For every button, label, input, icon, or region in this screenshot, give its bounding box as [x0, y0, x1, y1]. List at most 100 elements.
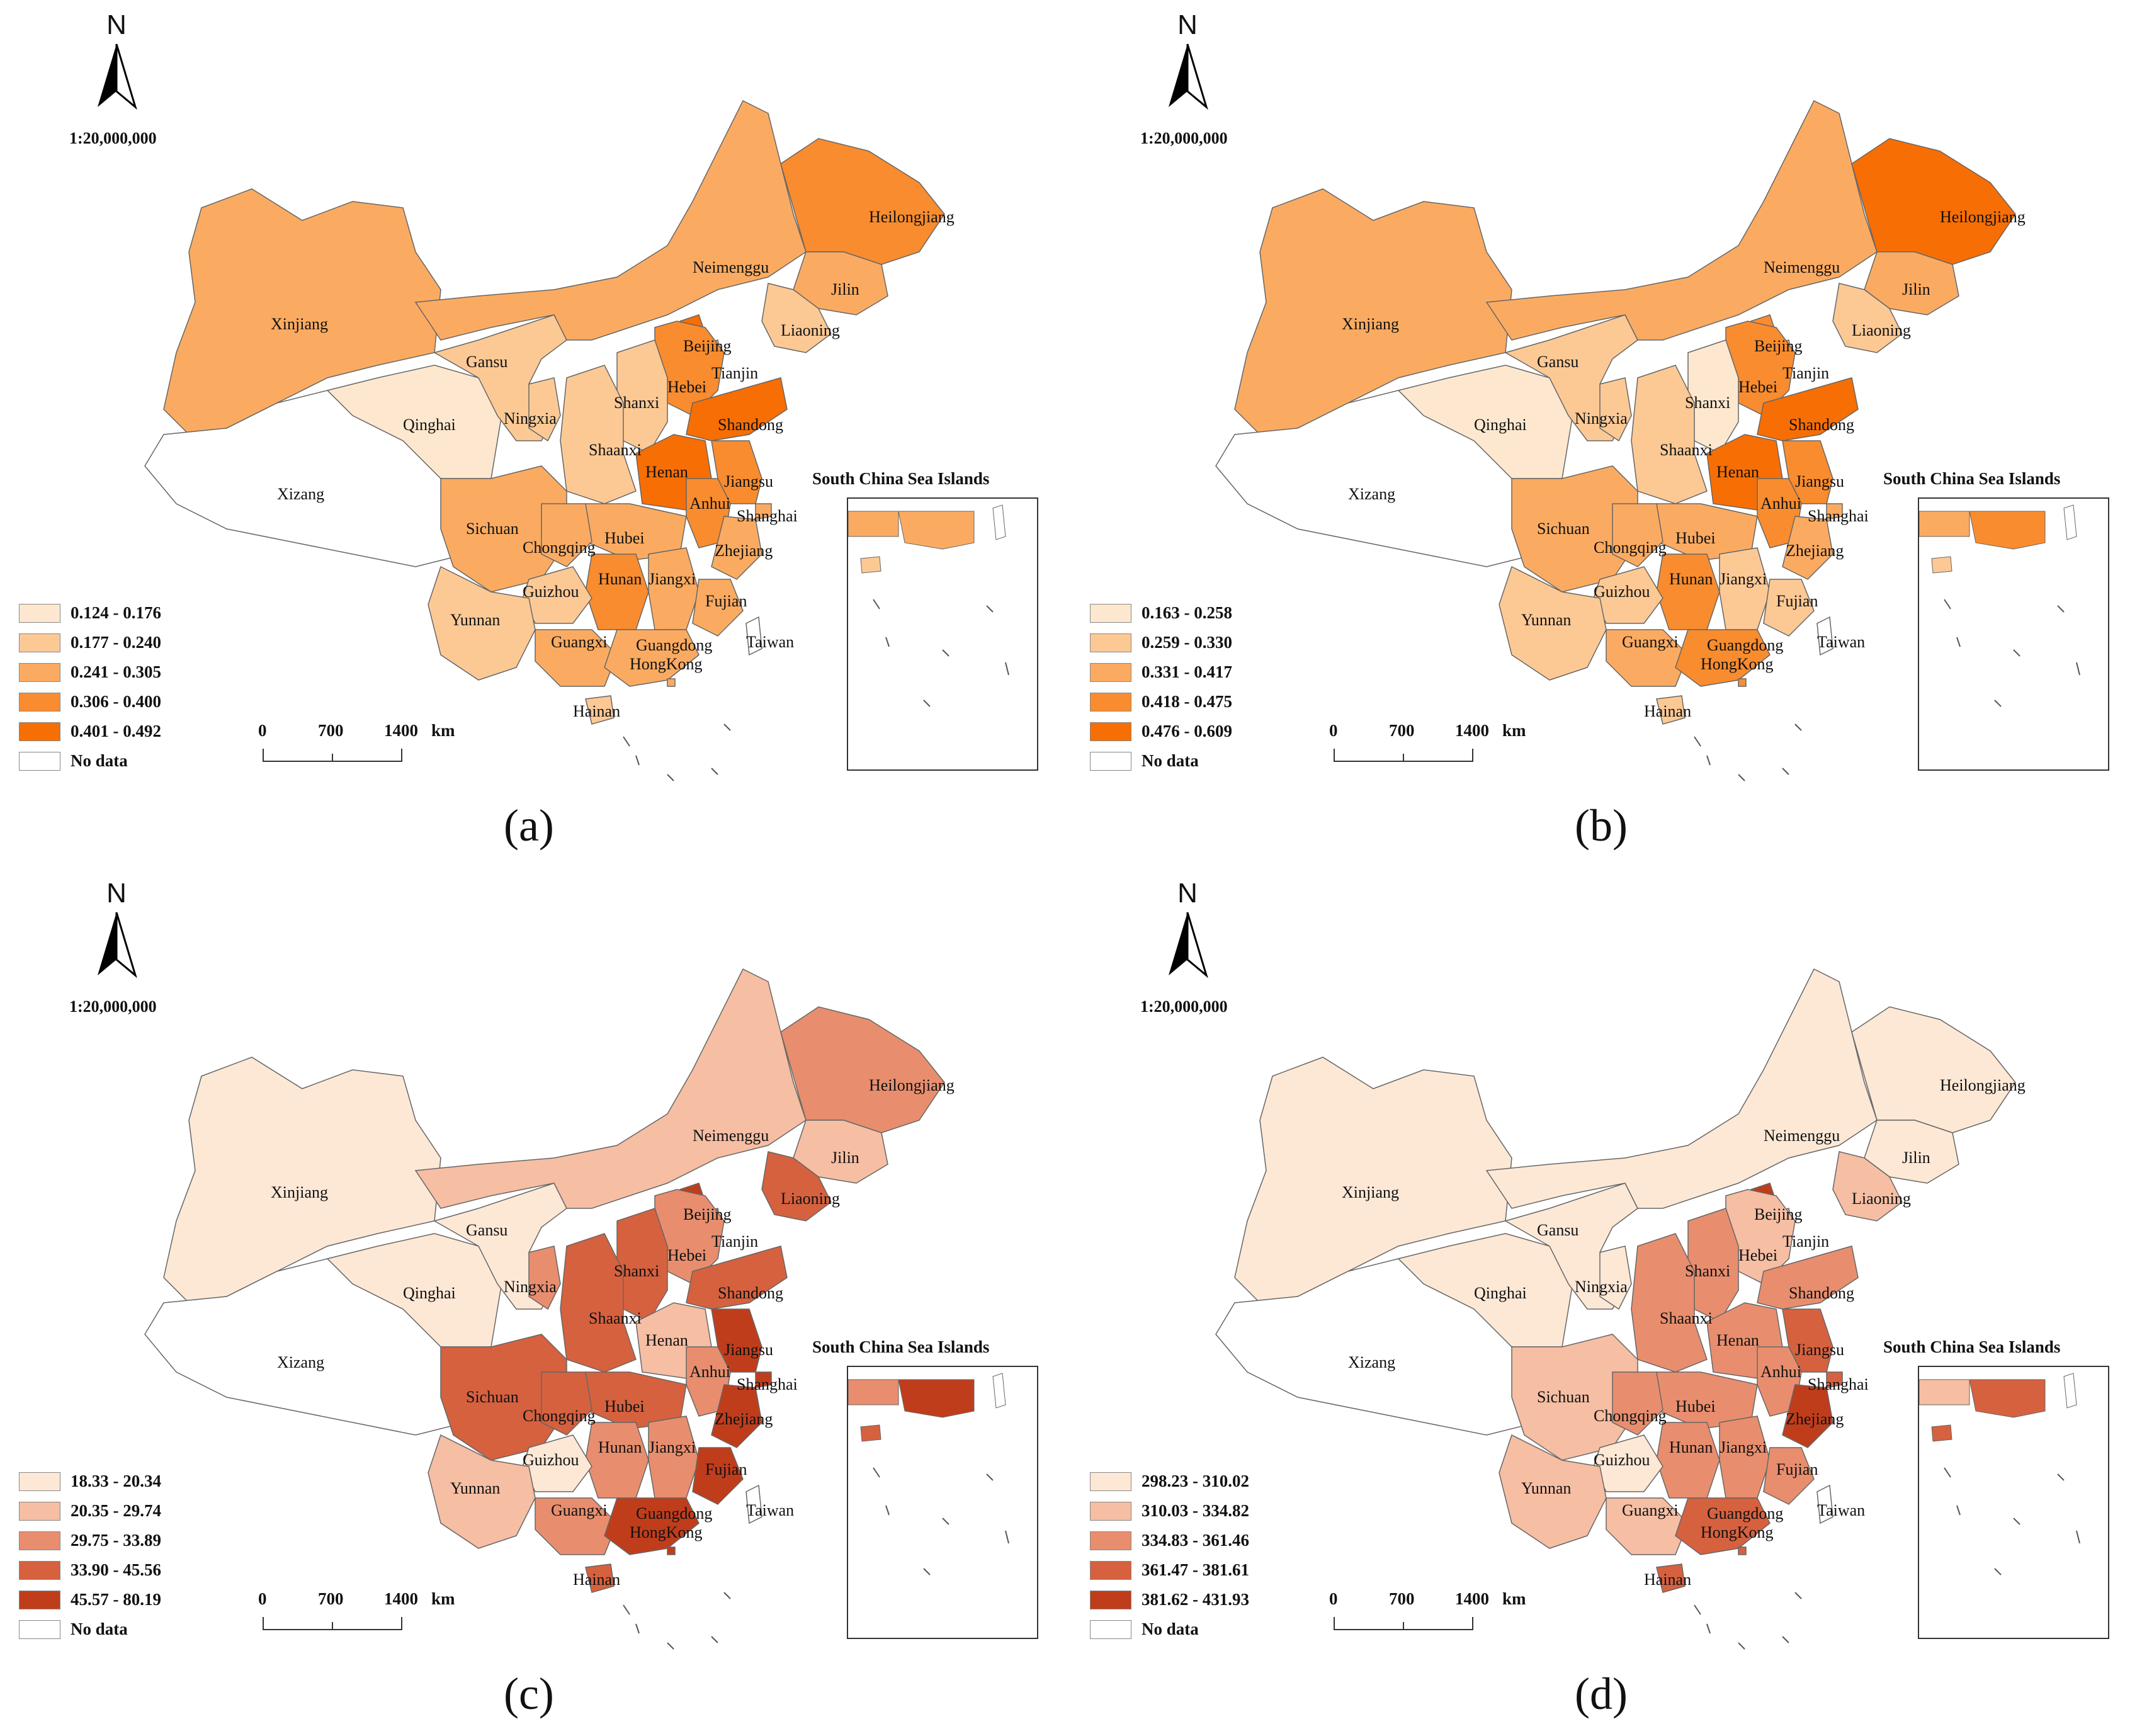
boundary-dash [723, 1592, 731, 1599]
scale-bar-label: 1400 [384, 1589, 418, 1608]
province-label: Hainan [573, 1570, 621, 1589]
province-label: HongKong [630, 1523, 703, 1541]
legend-swatch [19, 1501, 60, 1521]
province-label: Guangdong [636, 636, 713, 654]
province-label: Chongqing [1594, 1407, 1667, 1425]
scale-bar-label: km [431, 721, 455, 740]
province-label: Sichuan [466, 519, 519, 538]
legend-swatch [1090, 1472, 1131, 1491]
province-label: Shanghai [1808, 1375, 1869, 1393]
province-hongkong [1738, 1546, 1747, 1555]
province-label: Henan [1716, 463, 1759, 481]
inset-title: South China Sea Islands [812, 469, 990, 488]
scale-bar-label: 0 [258, 721, 267, 740]
province-label: Qinghai [1474, 416, 1527, 434]
legend-label: No data [1142, 1620, 1199, 1638]
map-scale-ratio: 1:20,000,000 [69, 129, 157, 147]
panel-caption: (a) [504, 800, 554, 851]
province-fujian [692, 1447, 744, 1505]
province-shanghai [1826, 1371, 1843, 1388]
province-shanghai [755, 1371, 772, 1388]
province-label: Yunnan [1521, 611, 1572, 629]
legend-swatch [19, 603, 60, 623]
province-label: Heilongjiang [869, 1076, 955, 1094]
legend-swatch [1090, 633, 1131, 652]
legend-swatch [1090, 751, 1131, 771]
province-label: Shanxi [614, 1262, 660, 1280]
legend-label: 0.163 - 0.258 [1142, 603, 1232, 622]
legend-swatch [19, 751, 60, 771]
province-chongqing [541, 1371, 592, 1436]
province-label: Shanghai [737, 1375, 798, 1393]
scale-bar-label: km [1502, 721, 1526, 740]
province-heilongjiang [1851, 1006, 2016, 1133]
province-label: Xizang [1348, 485, 1396, 503]
province-label: Guangxi [1622, 633, 1679, 651]
boundary-dash [1794, 1592, 1802, 1599]
province-guangxi [1606, 629, 1689, 687]
province-taiwan [1816, 616, 1833, 656]
scale-bar-label: 0 [258, 1589, 267, 1608]
province-label: Shandong [1789, 416, 1854, 434]
province-label: Jiangsu [1795, 472, 1844, 491]
province-label: Guangxi [551, 633, 608, 651]
province-xinjiang [1234, 1057, 1512, 1303]
legend: 18.33 - 20.34 20.35 - 29.74 29.75 - 33.89 3… [19, 1467, 161, 1644]
province-label: Chongqing [1594, 538, 1667, 557]
province-label: Shaanxi [1660, 441, 1713, 459]
province-label: Hainan [1644, 702, 1692, 720]
province-yunnan [428, 1434, 536, 1549]
province-label: Hebei [1738, 1246, 1778, 1264]
province-label: Guizhou [1594, 1451, 1650, 1469]
province-label: Fujian [705, 592, 747, 610]
province-label: Shanxi [1685, 394, 1731, 412]
province-label: Jiangxi [1720, 1438, 1767, 1456]
province-chongqing [1612, 503, 1663, 567]
province-shaanxi [560, 365, 637, 504]
boundary-dash [667, 1642, 674, 1650]
province-label: Hubei [1675, 529, 1716, 547]
province-label: Jilin [831, 280, 859, 298]
legend-swatch [1090, 1590, 1131, 1609]
legend-item: 381.62 - 431.93 [1090, 1585, 1249, 1614]
province-label: Jiangsu [1795, 1341, 1844, 1359]
china-province-map [1215, 968, 2016, 1650]
province-shandong [1757, 377, 1859, 441]
scale-bar-label: km [1502, 1589, 1526, 1608]
boundary-dash [635, 755, 640, 766]
scale-bar-label: km [431, 1589, 455, 1608]
province-guangxi [535, 1497, 618, 1555]
scale-bar-line [1334, 1617, 1473, 1630]
inset-map [847, 1373, 1009, 1575]
province-label: Sichuan [1537, 1388, 1590, 1406]
province-shaanxi [560, 1233, 637, 1373]
province-label: Taiwan [1817, 1501, 1866, 1519]
province-label: Yunnan [1521, 1479, 1572, 1497]
province-label: Neimenggu [693, 1126, 769, 1145]
province-guangxi [1606, 1497, 1689, 1555]
province-label: Guizhou [523, 1451, 579, 1469]
legend-swatch [19, 662, 60, 682]
scale-bar-label: 0 [1329, 721, 1338, 740]
province-qinghai [1397, 365, 1575, 479]
legend-item: 310.03 - 334.82 [1090, 1496, 1249, 1526]
province-label: Tianjin [711, 364, 759, 382]
province-liaoning [1832, 1151, 1903, 1222]
boundary-dash [1782, 768, 1789, 775]
north-arrow: N [94, 9, 139, 113]
province-label: Fujian [1776, 1460, 1818, 1478]
province-label: Guangxi [1622, 1501, 1679, 1519]
legend-swatch [19, 1560, 60, 1580]
province-label: Shaanxi [1660, 1309, 1713, 1327]
legend-item: 0.401 - 0.492 [19, 717, 161, 746]
south-china-sea-inset [1918, 1366, 2109, 1639]
legend-label: 0.241 - 0.305 [71, 662, 161, 681]
inset-title: South China Sea Islands [1883, 469, 2061, 488]
north-arrow: N [94, 878, 139, 982]
province-label: Guangdong [1707, 1504, 1784, 1523]
province-label: Jilin [1902, 1149, 1930, 1167]
legend-swatch [19, 1531, 60, 1550]
legend-label: 45.57 - 80.19 [71, 1590, 161, 1609]
province-yunnan [1499, 1434, 1607, 1549]
scale-bar-label: 1400 [1455, 1589, 1489, 1608]
